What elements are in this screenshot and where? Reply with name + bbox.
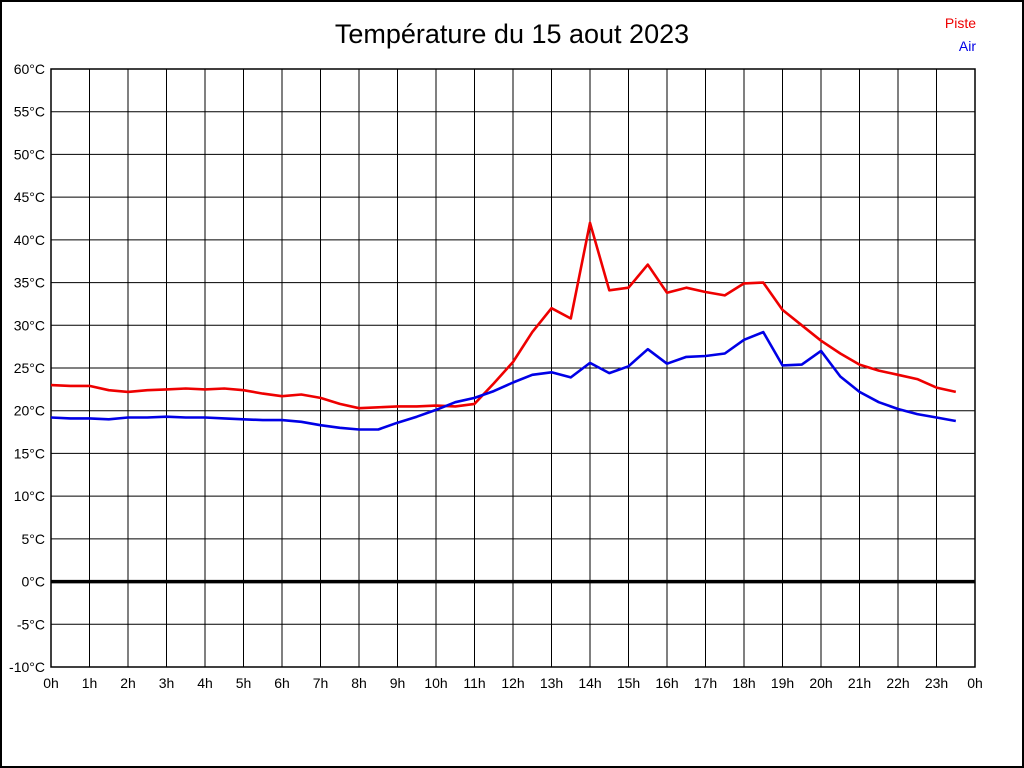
y-axis-tick-label: -10°C (9, 659, 45, 675)
y-axis-tick-label: 45°C (14, 189, 45, 205)
y-axis-tick-label: -5°C (17, 616, 45, 632)
piste-line (50, 221, 957, 410)
y-axis-tick-label: 15°C (14, 445, 45, 461)
x-axis-tick-label: 16h (655, 675, 678, 691)
chart-title: Température du 15 aout 2023 (334, 19, 690, 49)
x-axis-tick-label: 12h (501, 675, 524, 691)
air-line (50, 330, 957, 431)
x-axis-tick-label: 9h (390, 675, 406, 691)
x-axis-tick-label: 0h (43, 675, 59, 691)
x-axis-tick-label: 5h (236, 675, 252, 691)
x-axis-tick-label: 11h (463, 675, 485, 691)
y-axis-tick-label: 5°C (22, 531, 46, 547)
legend-air-label: Air (958, 38, 976, 54)
y-axis-tick-label: 60°C (14, 61, 45, 77)
x-axis-tick-label: 15h (617, 675, 640, 691)
x-axis-tick-label: 10h (424, 675, 447, 691)
x-axis-tick-label: 22h (886, 675, 909, 691)
x-axis-tick-label: 17h (694, 675, 717, 691)
x-axis-tick-label: 8h (351, 675, 367, 691)
x-axis-tick-label: 23h (925, 675, 948, 691)
y-axis-tick-label: 10°C (14, 488, 45, 504)
x-axis-tick-label: 2h (120, 675, 136, 691)
y-axis-tick-label: 30°C (14, 317, 45, 333)
x-axis-tick-label: 19h (771, 675, 794, 691)
y-axis-tick-label: 25°C (14, 360, 45, 376)
y-axis-tick-label: 55°C (14, 104, 45, 120)
x-axis-tick-label: 20h (809, 675, 832, 691)
x-axis-tick-label: 21h (848, 675, 871, 691)
x-axis-tick-label: 1h (82, 675, 98, 691)
y-axis-tick-label: 0°C (22, 574, 46, 590)
legend: Piste Air (945, 12, 976, 58)
x-axis-tick-label: 7h (313, 675, 329, 691)
x-axis-tick-label: 14h (578, 675, 601, 691)
x-axis-tick-label: 4h (197, 675, 213, 691)
y-axis-tick-label: 40°C (14, 232, 45, 248)
legend-piste-label: Piste (944, 15, 976, 31)
x-axis-tick-label: 13h (540, 675, 563, 691)
y-axis-tick-label: 50°C (14, 146, 45, 162)
x-axis-tick-label: 0h (967, 675, 983, 691)
x-axis-tick-label: 6h (274, 675, 290, 691)
x-axis-tick-label: 3h (159, 675, 175, 691)
y-axis-tick-label: 35°C (14, 275, 45, 291)
x-axis-tick-label: 18h (732, 675, 755, 691)
plot-border (50, 68, 976, 668)
y-axis-tick-label: 20°C (14, 403, 45, 419)
